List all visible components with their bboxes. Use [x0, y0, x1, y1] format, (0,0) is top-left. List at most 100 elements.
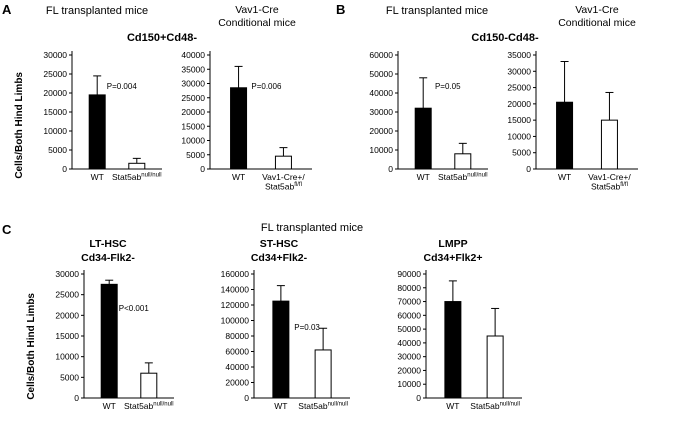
- bar-chart: 0 20000 40000 60000 80000 100000 120000 140000 1…: [221, 269, 350, 411]
- panel-b-label: B: [336, 2, 346, 17]
- y-tick-label: 90000: [397, 269, 421, 279]
- panel-b-title-vav1cre-line2: Conditional mice: [558, 17, 636, 30]
- chart-c-lmpp-subtitle-line2: Cd34+Flk2+: [423, 251, 483, 264]
- chart-c-st-hsc: 0 20000 40000 60000 80000 100000 120000 140000 1…: [204, 266, 354, 427]
- y-tick-label: 15000: [507, 115, 531, 125]
- x-tick-label: WT: [103, 401, 116, 411]
- x-tick-label: WT: [274, 401, 287, 411]
- chart-b-fl-transplanted: 0 10000 20000 30000 40000 50000 60000 WT Stat5ab…: [352, 47, 492, 204]
- y-tick-label: 0: [62, 164, 67, 174]
- y-tick-label: 25000: [55, 290, 79, 300]
- y-tick-label: 20000: [397, 365, 421, 375]
- x-tick-label: Stat5abnull/null: [298, 401, 348, 411]
- y-tick-label: 15000: [55, 331, 79, 341]
- panel-a-subtitle: Cd150+Cd48-: [126, 32, 197, 44]
- panel-b-subtitle: Cd150-Cd48-: [471, 32, 539, 44]
- y-tick-label: 10000: [43, 126, 67, 136]
- y-tick-label: 10000: [181, 136, 205, 146]
- bar-chart: 0 5000 10000 15000 20000 25000 30000 WT Stat5abn…: [55, 269, 174, 411]
- y-tick-label: 25000: [43, 69, 67, 79]
- y-tick-label: 40000: [181, 50, 205, 60]
- p-value-label: P<0.001: [119, 304, 150, 313]
- y-tick-label: 5000: [48, 145, 67, 155]
- y-tick-label: 10000: [397, 379, 421, 389]
- p-value-label: P=0.03: [294, 323, 320, 332]
- panel-c-y-axis-title-wrap: Cells/Both Hind Limbs: [24, 266, 38, 427]
- chart-c-st-hsc-subtitle-line2: Cd34+Flk2-: [250, 251, 308, 264]
- x-tick-label: WT: [446, 401, 459, 411]
- panel-a: A FL transplanted mice Vav1-Cre Conditio…: [0, 2, 334, 220]
- chart-c-lmpp-subtitle: LMPP Cd34+Flk2+: [424, 238, 483, 266]
- x-tick-label: WT: [417, 172, 430, 182]
- bar: [444, 301, 462, 399]
- panel-a-label: A: [2, 2, 12, 17]
- y-tick-label: 5000: [512, 148, 531, 158]
- y-tick-label: 5000: [60, 372, 79, 382]
- y-tick-label: 20000: [507, 99, 531, 109]
- bar: [88, 94, 106, 170]
- bar: [140, 372, 158, 399]
- y-tick-label: 140000: [221, 285, 250, 295]
- y-tick-label: 0: [388, 164, 393, 174]
- y-tick-label: 10000: [507, 131, 531, 141]
- panel-b-titles: FL transplanted mice Vav1-Cre Conditiona…: [352, 4, 680, 32]
- chart-c-lt-hsc: 0 5000 10000 15000 20000 25000 30000 WT Stat5abn…: [38, 266, 178, 427]
- y-tick-label: 20000: [369, 126, 393, 136]
- panel-c-col-lmpp: LMPP Cd34+Flk2+ 0 10000 20000 30000 40000 500…: [380, 238, 526, 427]
- chart-c-lmpp-subtitle-line1: LMPP: [438, 238, 468, 250]
- x-tick-label: WT: [91, 172, 104, 182]
- y-tick-label: 0: [416, 393, 421, 403]
- chart-b-vav1cre-conditional: 0 5000 10000 15000 20000 25000 30000 35000 WT Vav…: [492, 47, 642, 204]
- y-tick-label: 30000: [43, 50, 67, 60]
- y-tick-label: 40000: [397, 338, 421, 348]
- chart-a-fl-transplanted: 0 5000 10000 15000 20000 25000 30000 WT Stat5abn…: [26, 47, 166, 204]
- y-tick-label: 0: [244, 393, 249, 403]
- bar-chart: 0 10000 20000 30000 40000 50000 60000 70000 8000…: [397, 269, 522, 411]
- y-tick-label: 35000: [181, 64, 205, 74]
- bar: [600, 119, 618, 170]
- p-value-label: P=0.05: [435, 82, 461, 91]
- panel-b: B FL transplanted mice Vav1-Cre Conditio…: [334, 2, 680, 220]
- y-tick-label: 50000: [397, 324, 421, 334]
- y-tick-label: 120000: [221, 300, 250, 310]
- chart-c-lt-hsc-subtitle-line2: Cd34-Flk2-: [81, 251, 135, 264]
- panel-a-charts: Cells/Both Hind Limbs 0 5000 10000 15000 200…: [12, 47, 334, 204]
- y-tick-label: 100000: [221, 316, 250, 326]
- panel-c-charts: Cells/Both Hind Limbs LT-HSC Cd34-Flk2- …: [24, 238, 680, 427]
- y-tick-label: 40000: [225, 362, 249, 372]
- y-tick-label: 80000: [397, 283, 421, 293]
- panel-a-title-vav1cre: Vav1-Cre Conditional mice: [182, 4, 332, 32]
- chart-c-lt-hsc-subtitle: LT-HSC Cd34-Flk2-: [81, 238, 135, 266]
- bar: [454, 153, 472, 170]
- x-tick-label: Vav1-Cre+/Stat5abfl/fl: [262, 172, 305, 192]
- y-tick-label: 0: [200, 164, 205, 174]
- y-tick-label: 40000: [369, 88, 393, 98]
- y-tick-label: 20000: [43, 88, 67, 98]
- x-tick-label: Stat5abnull/null: [112, 172, 162, 182]
- y-tick-label: 60000: [225, 347, 249, 357]
- panel-c-title: FL transplanted mice: [260, 222, 364, 234]
- bar: [274, 155, 292, 170]
- bar: [556, 101, 574, 170]
- y-tick-label: 30000: [55, 269, 79, 279]
- bar: [486, 335, 504, 399]
- y-tick-label: 80000: [225, 331, 249, 341]
- panel-c: C FL transplanted mice Cells/Both Hind L…: [0, 222, 680, 427]
- chart-a-vav1cre-conditional: 0 5000 10000 15000 20000 25000 30000 35000 40000…: [166, 47, 316, 204]
- y-axis-title: Cells/Both Hind Limbs: [13, 72, 25, 179]
- bar: [414, 107, 432, 170]
- bar: [272, 300, 290, 399]
- x-tick-label: Stat5abnull/null: [470, 401, 520, 411]
- y-tick-label: 25000: [507, 83, 531, 93]
- panel-a-title-fl: FL transplanted mice: [45, 5, 149, 17]
- x-tick-label: Stat5abnull/null: [124, 401, 174, 411]
- bar-chart: 0 10000 20000 30000 40000 50000 60000 WT Stat5ab…: [369, 50, 488, 182]
- y-tick-label: 35000: [507, 50, 531, 60]
- y-tick-label: 0: [74, 393, 79, 403]
- chart-c-st-hsc-subtitle: ST-HSC Cd34+Flk2-: [251, 238, 307, 266]
- y-tick-label: 25000: [181, 93, 205, 103]
- y-tick-label: 0: [526, 164, 531, 174]
- chart-c-lt-hsc-subtitle-line1: LT-HSC: [89, 238, 127, 250]
- y-tick-label: 160000: [221, 269, 250, 279]
- y-tick-label: 15000: [43, 107, 67, 117]
